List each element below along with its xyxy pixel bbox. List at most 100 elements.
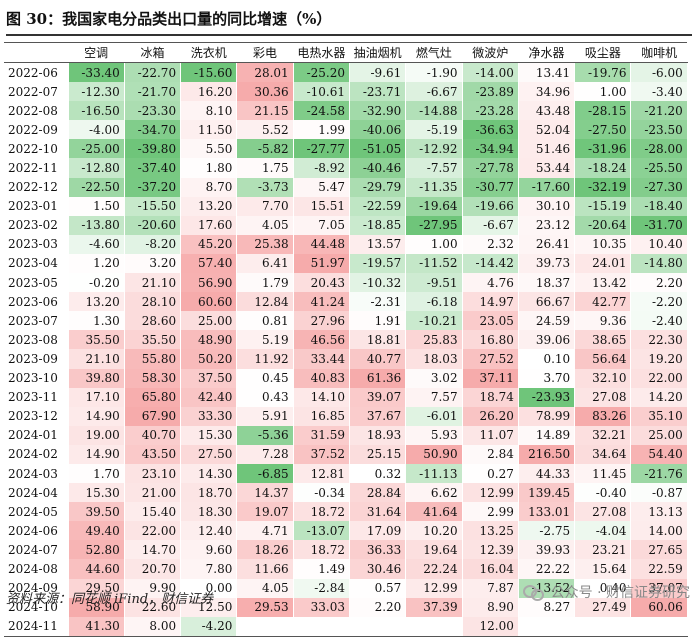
table-cell: 29.50: [68, 578, 125, 598]
table-cell: 5.93: [405, 425, 463, 445]
table-cell: 3.02: [405, 368, 463, 388]
table-row: 2022-12 -22.50 -37.20 8.70 -3.73 5.47 -29.79 -1…: [4, 177, 688, 197]
table-cell: -24.58: [293, 101, 350, 121]
table-cell: 0.32: [349, 463, 407, 484]
column-header: 洗衣机: [180, 42, 237, 63]
row-date: 2024-05: [4, 502, 69, 522]
table-cell: 7.28: [236, 444, 294, 464]
table-cell: 0.00: [180, 578, 238, 598]
table-cell: -15.60: [180, 62, 238, 83]
table-cell: 14.97: [462, 292, 519, 312]
table-cell: 15.30: [68, 483, 125, 503]
row-date: 2024-03: [4, 463, 69, 484]
table-cell: 44.60: [68, 559, 125, 579]
table-cell: -25.00: [68, 139, 125, 159]
table-cell: 1.75: [236, 158, 294, 178]
table-cell: 18.74: [462, 387, 519, 407]
table-cell: -36.63: [462, 120, 519, 140]
table-cell: 11.45: [574, 463, 632, 484]
table-cell: -15.19: [574, 196, 632, 216]
table-cell: -4.04: [574, 521, 632, 541]
table-cell: 1.50: [68, 196, 125, 216]
table-cell: 39.06: [518, 330, 576, 350]
row-date: 2023-04: [4, 253, 69, 274]
table-cell: 37.11: [462, 368, 519, 388]
table-cell: 46.56: [293, 330, 350, 350]
table-cell: 8.00: [124, 616, 182, 637]
table-row: 2024-09 29.50 9.90 0.00 4.05 -2.84 0.57 12.99 7.…: [4, 578, 688, 598]
row-date: 2023-07: [4, 311, 69, 331]
table-cell: 50.20: [180, 349, 238, 369]
table-cell: 11.07: [462, 425, 519, 445]
table-cell: -6.00: [630, 62, 688, 83]
table-cell: 8.27: [518, 597, 576, 617]
table-cell: -14.00: [462, 62, 519, 83]
table-cell: [349, 616, 407, 637]
table-cell: 37.67: [349, 406, 407, 426]
table-cell: 52.04: [518, 120, 576, 140]
table-cell: 40.77: [349, 349, 407, 369]
table-cell: 2.20: [630, 273, 688, 293]
table-cell: -33.40: [68, 62, 125, 83]
table-cell: 65.80: [124, 387, 182, 407]
table-cell: 7.80: [180, 559, 238, 579]
table-cell: 22.30: [630, 330, 688, 350]
table-cell: -23.30: [124, 101, 182, 121]
table-cell: -5.36: [236, 425, 294, 445]
table-cell: [236, 616, 294, 637]
table-cell: 40.70: [124, 425, 182, 445]
table-cell: 58.90: [68, 597, 125, 617]
table-cell: -13.80: [68, 215, 125, 235]
table-cell: 27.96: [293, 311, 350, 331]
table-cell: 60.60: [180, 292, 238, 312]
table-cell: 7.57: [405, 387, 463, 407]
table-cell: -4.00: [68, 120, 125, 140]
table-cell: 43.50: [124, 444, 182, 464]
table-cell: 66.67: [518, 292, 576, 312]
table-cell: 21.00: [124, 483, 182, 503]
table-cell: 25.00: [180, 311, 238, 331]
table-cell: -2.84: [293, 578, 350, 598]
table-cell: -27.30: [630, 177, 688, 197]
table-cell: 2.20: [349, 597, 407, 617]
table-cell: -19.66: [462, 196, 519, 216]
table-cell: 9.36: [574, 311, 632, 331]
table-cell: 58.30: [124, 368, 182, 388]
row-date: 2023-03: [4, 234, 69, 254]
data-table: 空调 冰箱 洗衣机 彩电 电热水器 抽油烟机 燃气灶 微波炉 净水器 吸尘器 咖啡机 2022-06…: [4, 42, 688, 637]
column-header: 燃气灶: [405, 42, 463, 63]
table-cell: 14.70: [124, 540, 182, 560]
table-cell: 15.40: [124, 502, 182, 522]
table-cell: 27.65: [630, 540, 688, 560]
table-cell: -6.01: [405, 406, 463, 426]
table-cell: -6.67: [462, 215, 519, 235]
table-cell: -9.51: [405, 273, 463, 293]
table-cell: 11.66: [236, 559, 294, 579]
table-row: 2022-08 -16.50 -23.30 8.10 21.15 -24.58 -32.90…: [4, 101, 688, 121]
table-cell: 15.51: [293, 196, 350, 216]
table-cell: 12.50: [180, 597, 238, 617]
column-header: 咖啡机: [630, 42, 688, 63]
table-cell: 18.26: [236, 540, 294, 560]
table-cell: 18.03: [405, 349, 463, 369]
table-cell: -51.05: [349, 139, 407, 159]
table-row: 2022-07 -12.30 -21.70 16.20 30.36 -10.61 -23.7…: [4, 82, 688, 102]
table-cell: -18.24: [574, 158, 632, 178]
table-cell: -22.50: [68, 177, 125, 197]
table-cell: 14.00: [630, 521, 688, 541]
table-cell: 53.44: [518, 158, 576, 178]
table-cell: -16.50: [68, 101, 125, 121]
table-cell: 12.99: [462, 483, 519, 503]
table-cell: -27.78: [462, 158, 519, 178]
table-cell: 56.64: [574, 349, 632, 369]
row-date: 2024-06: [4, 521, 69, 541]
table-cell: 4.05: [236, 578, 294, 598]
table-cell: 27.52: [462, 349, 519, 369]
table-cell: 8.90: [462, 597, 519, 617]
table-row: 2023-06 13.20 28.10 60.60 12.84 41.24 -2.31 -6.…: [4, 292, 688, 312]
table-cell: 5.52: [236, 120, 294, 140]
row-date: 2022-11: [4, 158, 69, 178]
table-cell: -30.77: [462, 177, 519, 197]
figure-title: 图 30：我国家电分品类出口量的同比增速（%）: [6, 4, 692, 36]
table-cell: 25.00: [630, 425, 688, 445]
